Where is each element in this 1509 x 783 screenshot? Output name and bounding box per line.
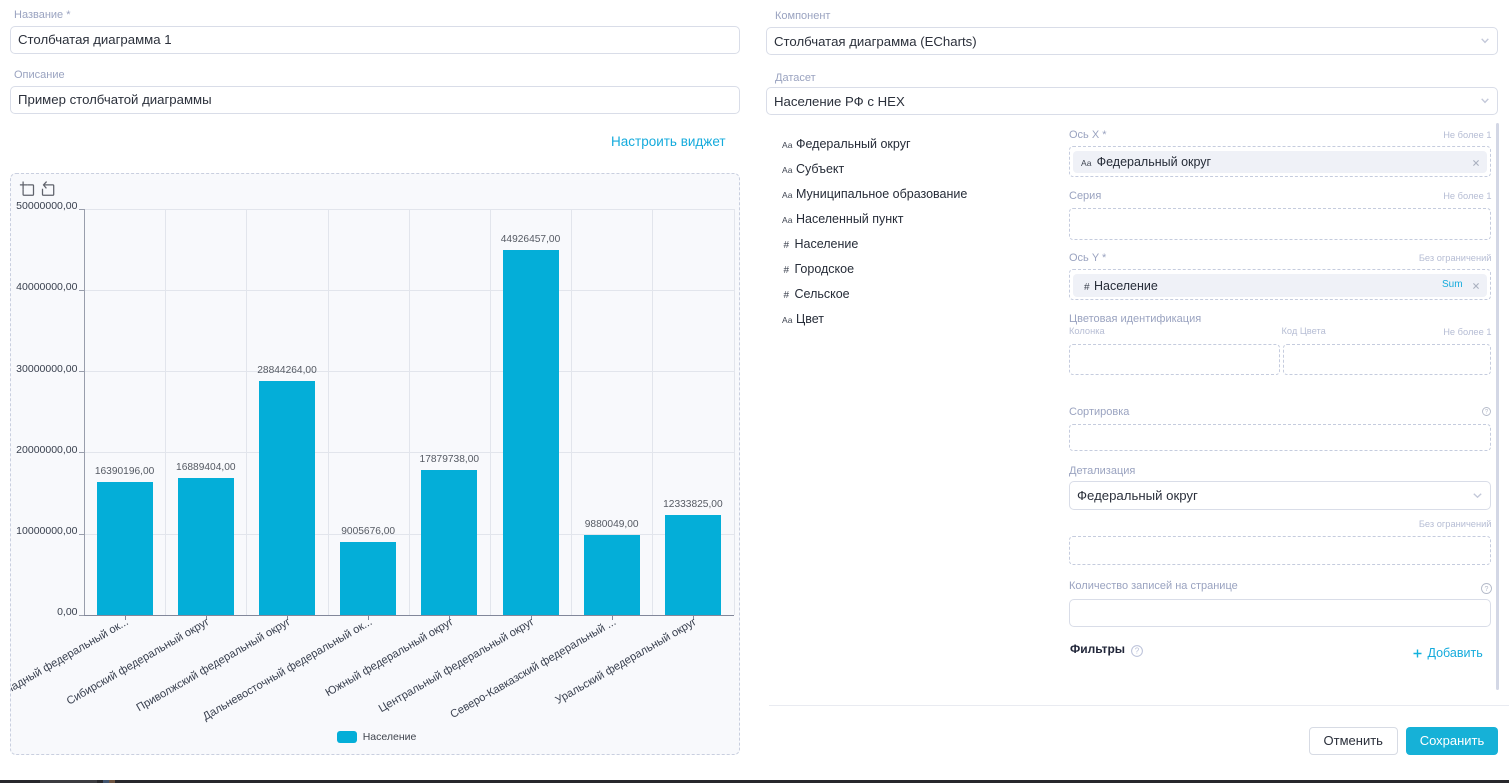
- svg-text:?: ?: [1134, 647, 1139, 656]
- svg-text:?: ?: [1484, 586, 1488, 593]
- svg-text:?: ?: [1484, 409, 1488, 415]
